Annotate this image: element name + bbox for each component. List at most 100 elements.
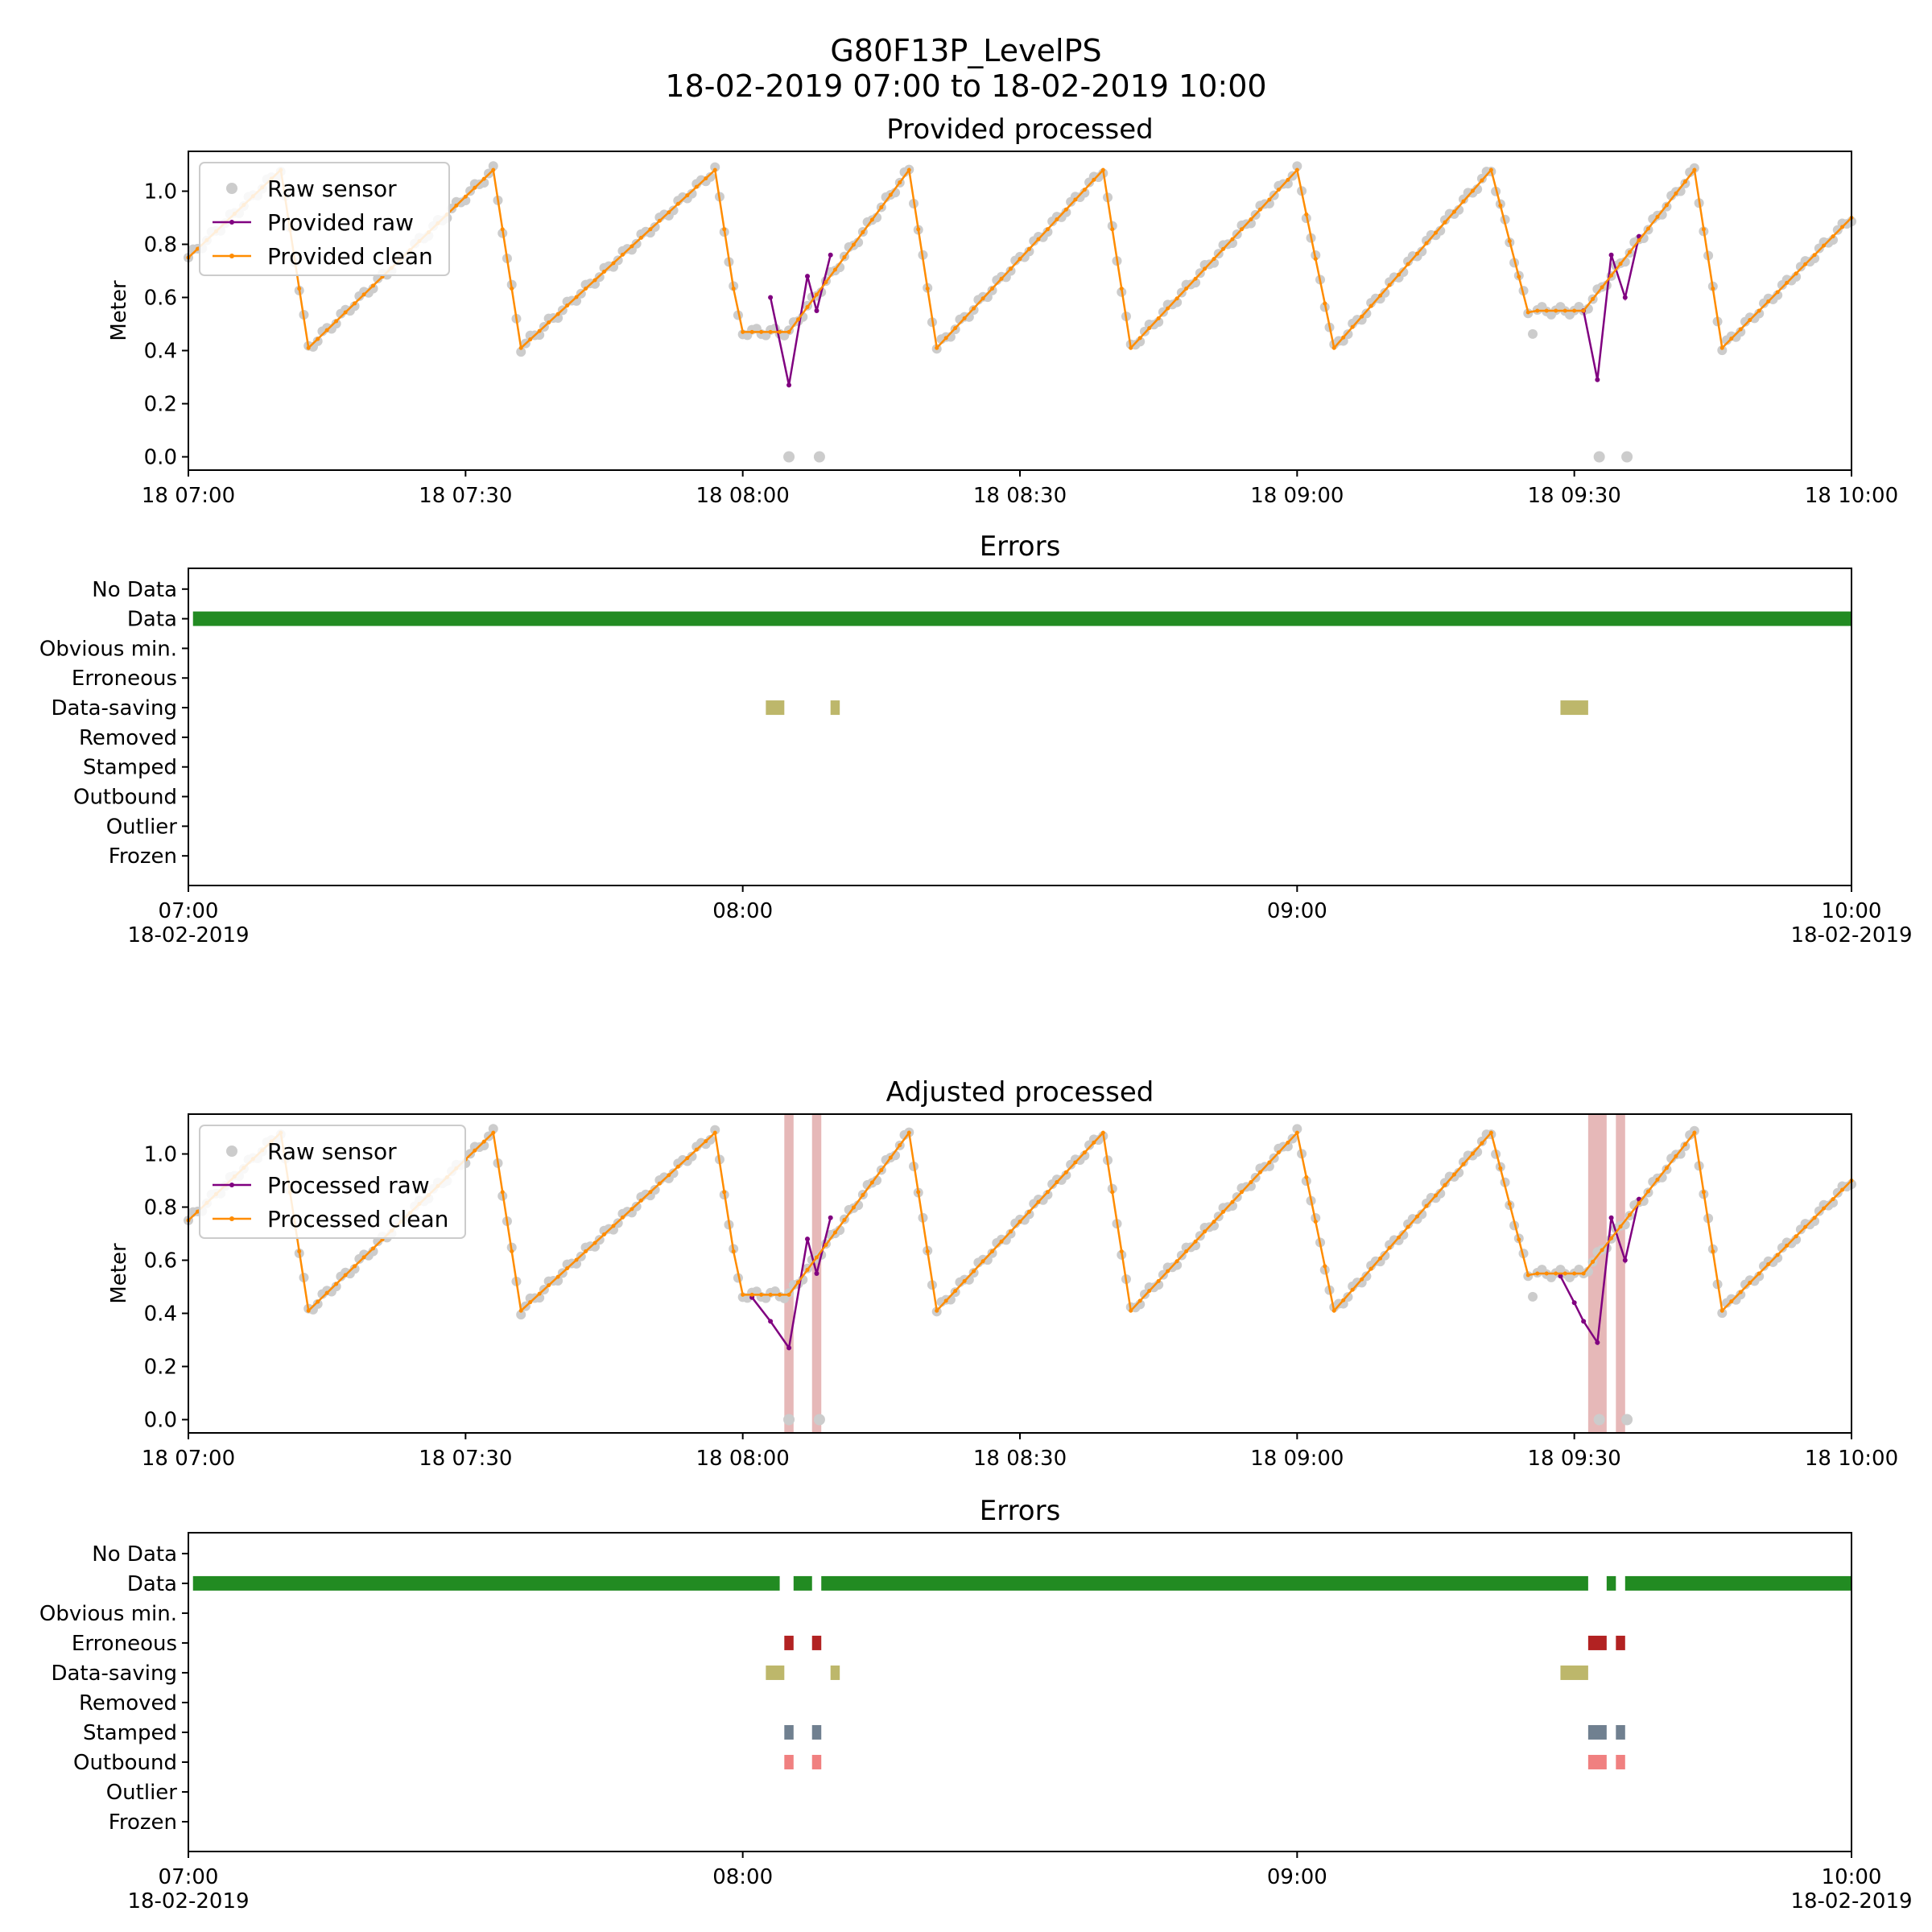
clean-series-point (1544, 308, 1549, 313)
clean-series-point (592, 278, 597, 283)
category-label: Removed (79, 1691, 177, 1715)
raw-sensor-point (331, 319, 341, 329)
clean-series-point (685, 1156, 690, 1161)
clean-series-point (648, 1190, 653, 1195)
clean-series-point (1267, 1160, 1272, 1165)
raw-sensor-point (710, 162, 720, 172)
x-tick-label: 18 08:00 (696, 484, 790, 508)
clean-series-point (1341, 335, 1346, 340)
legend-label: Provided raw (267, 209, 414, 236)
clean-series-point (620, 1215, 625, 1220)
clean-series-point (1628, 1212, 1633, 1217)
raw-sensor-point (1675, 186, 1686, 196)
clean-series-point (1276, 188, 1281, 192)
clean-series-point (1572, 1271, 1577, 1276)
clean-series-point (731, 1249, 736, 1253)
clean-series-point (1591, 296, 1596, 301)
legend-marker (229, 1183, 234, 1187)
raw-series-point (828, 252, 833, 258)
clean-series-point (741, 329, 745, 334)
clean-series-point (667, 210, 671, 215)
x-tick-label: 18 08:30 (973, 1447, 1067, 1471)
clean-series-point (962, 316, 967, 320)
clean-series-point (565, 303, 570, 308)
raw-sensor-point (631, 238, 642, 249)
clean-series-point (1174, 1259, 1179, 1264)
clean-series-point (1193, 1239, 1198, 1244)
clean-series-point (1156, 316, 1161, 320)
clean-series-point (630, 244, 634, 249)
raw-sensor-point (1472, 184, 1483, 194)
error-bar (1560, 700, 1588, 716)
clean-series-point (722, 1190, 727, 1195)
clean-series-point (324, 328, 329, 332)
raw-sensor-point (1042, 1190, 1053, 1200)
raw-series-point (1571, 1300, 1577, 1306)
y-axis-label: Meter (107, 280, 131, 341)
y-tick-label: 1.0 (144, 1143, 177, 1167)
clean-series-point (1341, 1298, 1346, 1302)
x-tick-label: 18 09:00 (1250, 1447, 1344, 1471)
y-tick-label: 0.4 (144, 340, 177, 364)
clean-series-point (1073, 197, 1078, 202)
clean-series-point (1110, 1190, 1115, 1195)
clean-series-point (741, 1292, 745, 1297)
error-bar (811, 1724, 822, 1740)
clean-series-point (611, 1224, 616, 1228)
x-tick-label: 18-02-2019 (1790, 923, 1912, 947)
error-bar (1616, 1754, 1625, 1769)
clean-series-point (1645, 1189, 1650, 1194)
raw-sensor-point (1338, 336, 1348, 346)
clean-series-point (1304, 212, 1309, 217)
clean-series-point (584, 287, 588, 291)
clean-series-point (371, 283, 376, 288)
error-bar (192, 1575, 780, 1591)
raw-sensor-zero-point (783, 1414, 795, 1426)
raw-sensor-point (1754, 1271, 1765, 1282)
panel-title: Provided processed (886, 114, 1154, 146)
clean-series-point (1119, 287, 1124, 291)
clean-series-point (851, 1205, 856, 1210)
clean-series-point (685, 193, 690, 198)
x-tick-label: 18-02-2019 (127, 923, 249, 947)
legend-label: Raw sensor (267, 175, 397, 202)
clean-series-point (361, 292, 366, 297)
clean-series-point (861, 1193, 865, 1198)
raw-sensor-point (853, 237, 864, 248)
x-tick-label: 18 07:00 (142, 484, 235, 508)
raw-series-point (1608, 252, 1614, 258)
raw-sensor-point (1042, 227, 1053, 237)
clean-series-point (824, 279, 828, 284)
clean-series-point (510, 1249, 514, 1253)
x-tick-label: 18 07:00 (142, 1447, 235, 1471)
clean-series-point (861, 230, 865, 235)
error-bar (811, 1635, 822, 1650)
clean-series-point (638, 235, 643, 240)
clean-series-point (1082, 188, 1087, 192)
clean-series-point (1637, 1201, 1641, 1206)
y-tick-label: 0.2 (144, 393, 177, 417)
raw-sensor-point (1343, 329, 1353, 340)
clean-series-point (316, 1299, 320, 1304)
clean-series-point (1082, 1150, 1087, 1155)
x-tick-label: 18 07:30 (419, 1447, 512, 1471)
clean-series-point (555, 1274, 560, 1279)
x-tick-label: 10:00 (1822, 899, 1882, 923)
clean-series-point (1766, 1261, 1771, 1266)
clean-series-point (1451, 209, 1456, 214)
clean-series-point (361, 1255, 366, 1260)
raw-sensor-point (650, 1185, 660, 1195)
raw-sensor-point (668, 1168, 679, 1179)
category-label: Erroneous (72, 667, 177, 691)
clean-series-point (824, 1242, 828, 1247)
clean-series-point (1517, 275, 1521, 279)
raw-sensor-zero-point (783, 451, 795, 463)
clean-series-point (1174, 296, 1179, 301)
clean-series-point (1719, 1308, 1724, 1313)
clean-series-point (1757, 1271, 1761, 1276)
category-label: Data (127, 608, 177, 632)
clean-series-point (1166, 306, 1170, 311)
category-label: Data-saving (51, 1662, 177, 1686)
clean-series-point (1682, 1142, 1687, 1147)
clean-series-point (1203, 266, 1208, 271)
